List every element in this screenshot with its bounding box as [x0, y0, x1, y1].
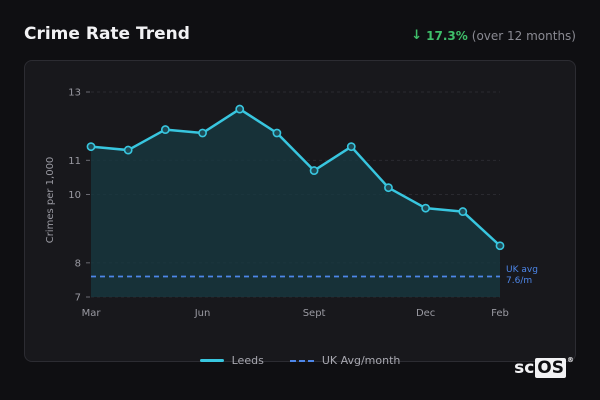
data-point [309, 166, 319, 175]
change-period: (over 12 months) [471, 28, 576, 43]
brand-logo: sc OS ® [514, 356, 574, 378]
legend-label: UK Avg/month [321, 354, 401, 367]
y-tick-label: 10 [68, 190, 81, 201]
y-tick-label: 7 [75, 293, 81, 304]
data-point [272, 128, 282, 138]
brand-prefix: sc [514, 358, 535, 378]
uk-avg-annotation-value: 7.6/m [506, 276, 532, 286]
data-point [458, 207, 468, 216]
y-axis-label: Crimes per 1,000 [45, 157, 56, 244]
series-points [86, 104, 505, 251]
y-tick-label: 8 [75, 258, 81, 269]
brand-boxed: OS [535, 358, 566, 378]
series-line-leeds [90, 107, 501, 247]
data-point [198, 128, 207, 138]
chart-legend: Leeds UK Avg/month [0, 354, 600, 367]
x-tick-label: Dec [416, 308, 435, 319]
chart-title: Crime Rate Trend [24, 24, 190, 44]
registered-mark: ® [567, 356, 574, 364]
change-indicator: ↓ 17.3% (over 12 months) [411, 28, 576, 43]
legend-swatch-dashed [289, 359, 314, 362]
series-area-fill [91, 109, 500, 297]
data-point [421, 203, 431, 213]
data-point [86, 142, 96, 152]
uk-avg-annotation-label: UK avg [506, 265, 538, 275]
legend-item-leeds[interactable]: Leeds [199, 354, 264, 367]
data-point [235, 104, 245, 114]
y-tick-label: 11 [68, 156, 81, 167]
change-percent: 17.3% [426, 28, 468, 43]
y-tick-label: 13 [68, 88, 81, 99]
legend-swatch-solid [199, 359, 224, 362]
x-tick-label: Mar [82, 308, 102, 319]
data-point [123, 145, 133, 155]
y-axis-ticks: 7 8 10 11 13 [68, 88, 90, 304]
legend-label: Leeds [231, 354, 264, 367]
legend-item-uk-avg[interactable]: UK Avg/month [289, 354, 401, 367]
down-arrow-icon: ↓ [411, 28, 423, 43]
data-point [160, 125, 170, 134]
data-point [346, 142, 356, 152]
data-point [495, 241, 505, 251]
x-tick-label: Feb [491, 308, 509, 319]
x-axis-ticks: Mar Jun Sept Dec Feb [82, 308, 509, 319]
data-point [384, 183, 393, 193]
x-tick-label: Jun [194, 308, 211, 319]
x-tick-label: Sept [303, 308, 326, 319]
